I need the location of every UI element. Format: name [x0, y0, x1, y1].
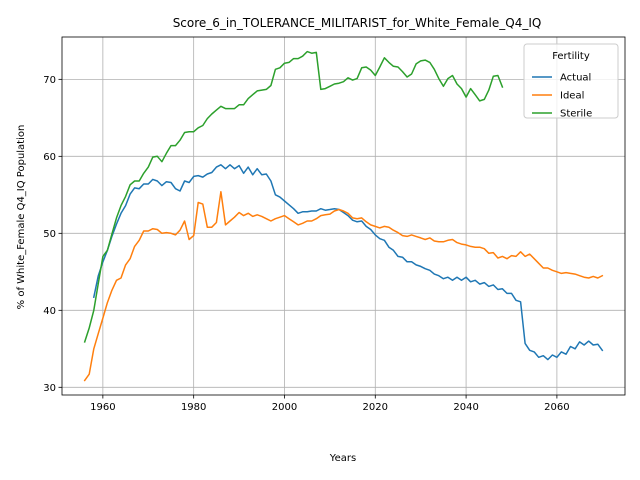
plot-frame	[61, 36, 626, 396]
x-axis-label: Years	[329, 453, 356, 464]
legend-label-sterile: Sterile	[560, 109, 592, 120]
y-axis-label: % of White_Female Q4_IQ Population	[16, 125, 27, 310]
legend: Fertility Actual Ideal Sterile	[523, 43, 619, 120]
y-tick-label: 60	[43, 152, 56, 163]
x-tick-label: 2060	[544, 402, 569, 413]
series-line-sterile	[83, 50, 504, 343]
y-tick-label: 70	[43, 75, 56, 86]
y-tick-label: 40	[43, 306, 56, 317]
legend-label-actual: Actual	[560, 73, 591, 84]
y-tick-label: 50	[43, 229, 56, 240]
axis-ticks: 1960 1980 2000 2020 2040 2060 30 40 50 60 70	[43, 75, 569, 413]
x-tick-label: 2040	[453, 402, 478, 413]
series-line-actual	[92, 164, 604, 361]
series-line-ideal	[83, 190, 604, 382]
x-tick-label: 2000	[272, 402, 297, 413]
x-tick-label: 1980	[181, 402, 206, 413]
x-tick-label: 1960	[90, 402, 115, 413]
legend-box	[523, 43, 619, 119]
x-tick-label: 2020	[363, 402, 388, 413]
y-tick-label: 30	[43, 383, 56, 394]
chart-title: Score_6_in_TOLERANCE_MILITARIST_for_Whit…	[173, 16, 542, 30]
legend-label-ideal: Ideal	[560, 91, 584, 102]
legend-title: Fertility	[552, 51, 590, 62]
series-lines	[83, 50, 604, 382]
